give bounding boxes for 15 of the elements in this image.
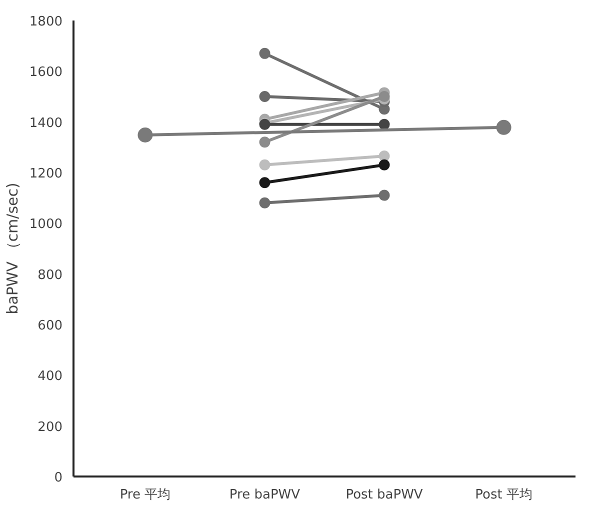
x-tick-label: Pre baPWV	[229, 488, 300, 502]
y-tick-label: 400	[38, 369, 63, 384]
y-tick-label: 1000	[29, 217, 63, 232]
y-tick-label: 1400	[29, 116, 63, 131]
y-tick-label: 1200	[29, 166, 63, 182]
x-tick-label: Pre 平均	[120, 488, 171, 502]
y-tick-label: 800	[38, 268, 63, 283]
y-tick-label: 1600	[29, 65, 63, 80]
y-tick-label: 600	[38, 318, 63, 334]
y-tick-label: 0	[54, 470, 63, 486]
y-tick-label: 1800	[29, 14, 63, 30]
x-tick-label: Post baPWV	[346, 488, 423, 502]
y-axis-title: baPWV （cm/sec)	[3, 182, 22, 314]
x-tick-label: Post 平均	[475, 488, 532, 502]
y-tick-label: 200	[38, 420, 63, 435]
